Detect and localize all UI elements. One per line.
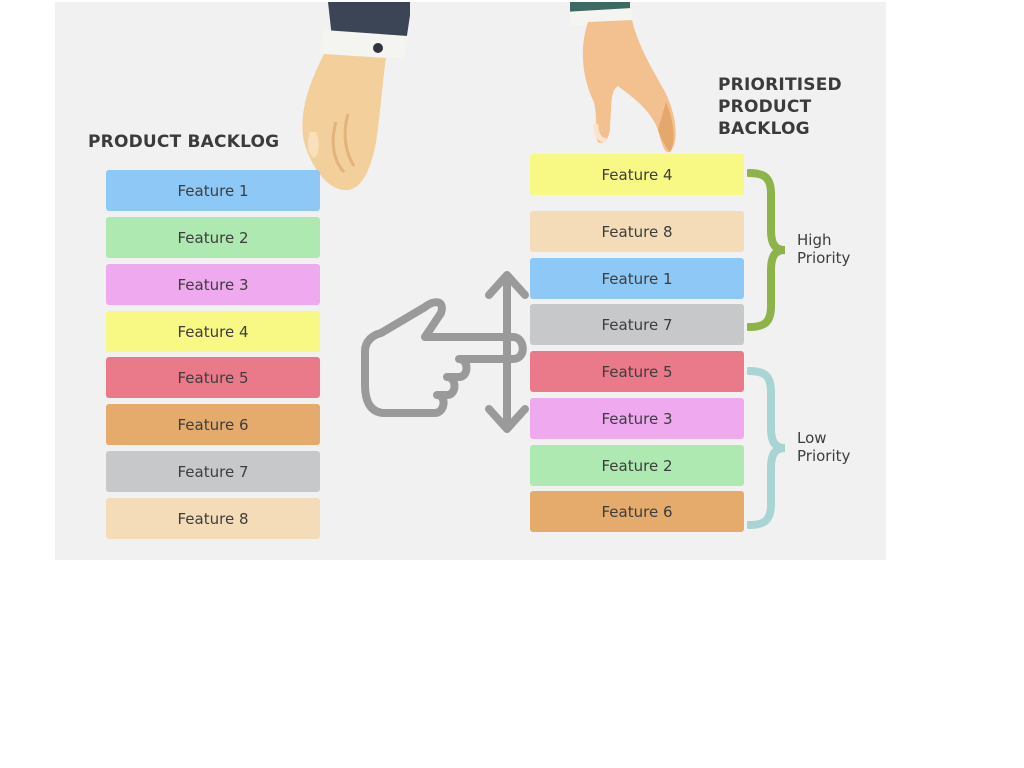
- low-priority-label: Low Priority: [797, 429, 851, 465]
- backlog-item: Feature 4: [106, 311, 320, 352]
- diagram-canvas: PRODUCT BACKLOG PRIORITISED PRODUCT BACK…: [55, 2, 886, 560]
- high-priority-label: High Priority: [797, 231, 851, 267]
- prioritised-backlog-title: PRIORITISED PRODUCT BACKLOG: [718, 75, 842, 139]
- right-hand-icon: [570, 2, 676, 153]
- backlog-item: Feature 1: [106, 170, 320, 211]
- backlog-item: Feature 6: [106, 404, 320, 445]
- backlog-item: Feature 7: [106, 451, 320, 492]
- prioritised-item: Feature 4: [530, 154, 744, 195]
- prioritised-item: Feature 5: [530, 351, 744, 392]
- prioritised-item: Feature 3: [530, 398, 744, 439]
- prioritised-item: Feature 6: [530, 491, 744, 532]
- left-hand-icon: [302, 2, 410, 191]
- product-backlog-title: PRODUCT BACKLOG: [88, 132, 280, 152]
- backlog-item: Feature 5: [106, 357, 320, 398]
- low-priority-brace: [747, 367, 786, 529]
- prioritised-item: Feature 1: [530, 258, 744, 299]
- pointing-hand-icon: [361, 271, 529, 433]
- backlog-item: Feature 8: [106, 498, 320, 539]
- prioritised-item: Feature 2: [530, 445, 744, 486]
- backlog-item: Feature 2: [106, 217, 320, 258]
- prioritised-item: Feature 7: [530, 304, 744, 345]
- backlog-item: Feature 3: [106, 264, 320, 305]
- high-priority-brace: [747, 169, 786, 331]
- prioritised-item: Feature 8: [530, 211, 744, 252]
